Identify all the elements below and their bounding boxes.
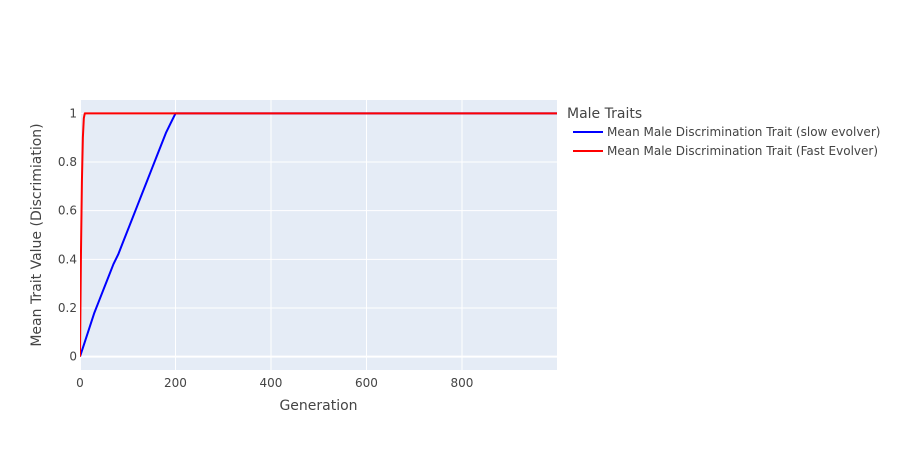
y-axis-title: Mean Trait Value (Discrimiation) [29, 123, 45, 346]
x-tick-label: 600 [355, 376, 378, 390]
x-tick-label: 400 [260, 376, 283, 390]
y-tick-label: 0 [69, 350, 77, 364]
legend[interactable]: Male Traits Mean Male Discrimination Tra… [567, 106, 880, 158]
x-tick-label: 0 [76, 376, 84, 390]
y-tick-label: 0.4 [58, 252, 77, 266]
y-tick-label: 0.6 [58, 204, 77, 218]
x-tick-label: 200 [164, 376, 187, 390]
plot-area [80, 100, 557, 370]
x-tick-label: 800 [451, 376, 474, 390]
series-line-1 [80, 112, 557, 357]
legend-items[interactable]: Mean Male Discrimination Trait (slow evo… [573, 125, 880, 158]
y-tick-label: 0.2 [58, 301, 77, 315]
legend-title: Male Traits [567, 106, 642, 122]
y-tick-label: 0.8 [58, 155, 77, 169]
legend-label: Mean Male Discrimination Trait (slow evo… [607, 125, 880, 139]
legend-item[interactable]: Mean Male Discrimination Trait (Fast Evo… [573, 144, 878, 158]
tick-labels: 0 200 400 600 800 0 0.2 0.4 0.6 0.8 1 [58, 106, 474, 390]
x-axis-title: Generation [279, 398, 357, 414]
y-tick-label: 1 [69, 106, 77, 120]
legend-label: Mean Male Discrimination Trait (Fast Evo… [607, 144, 878, 158]
series-line-0 [80, 112, 557, 357]
series-layer [80, 112, 557, 357]
legend-item[interactable]: Mean Male Discrimination Trait (slow evo… [573, 125, 880, 139]
